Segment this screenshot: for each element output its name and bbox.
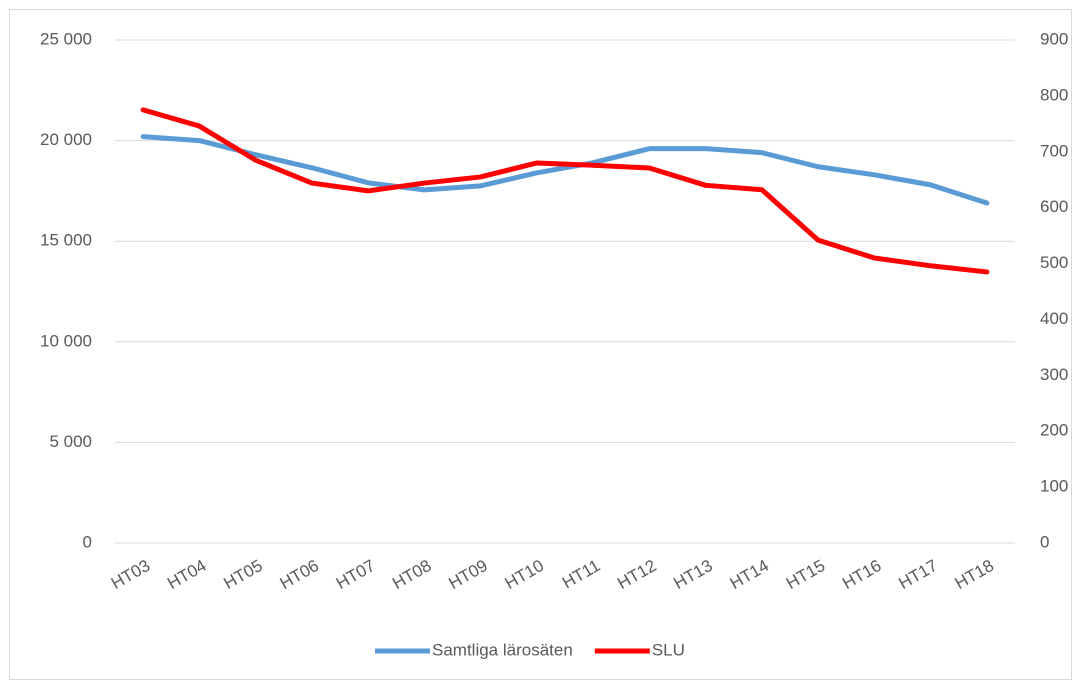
y2-tick-label: 500: [1040, 253, 1068, 272]
y2-tick-label: 700: [1040, 141, 1068, 160]
y-tick-label: 25 000: [40, 29, 92, 48]
y2-tick-label: 100: [1040, 477, 1068, 496]
x-tick-label: HT16: [839, 556, 885, 593]
x-tick-label: HT13: [670, 556, 716, 593]
x-tick-label: HT10: [502, 556, 548, 593]
y2-tick-label: 0: [1040, 532, 1049, 551]
y2-tick-label: 900: [1040, 29, 1068, 48]
x-tick-label: HT08: [389, 556, 435, 593]
y-tick-label: 15 000: [40, 231, 92, 250]
x-tick-label: HT15: [783, 556, 829, 593]
x-tick-label: HT14: [727, 556, 773, 593]
y2-tick-label: 300: [1040, 365, 1068, 384]
y-tick-label: 10 000: [40, 331, 92, 350]
y-tick-label: 0: [83, 532, 92, 551]
y2-tick-label: 400: [1040, 309, 1068, 328]
x-tick-label: HT06: [277, 556, 323, 593]
x-tick-label: HT18: [952, 556, 998, 593]
y-tick-label: 5 000: [49, 432, 92, 451]
line-series: [140, 134, 990, 206]
y-tick-label: 20 000: [40, 130, 92, 149]
x-tick-label: HT09: [445, 556, 491, 593]
y2-tick-label: 600: [1040, 197, 1068, 216]
legend-label: Samtliga lärosäten: [432, 640, 573, 659]
legend-label: SLU: [652, 640, 685, 659]
x-tick-label: HT12: [614, 556, 660, 593]
x-tick-label: HT03: [108, 556, 154, 593]
chart-border: [9, 9, 1072, 680]
x-tick-label: HT05: [220, 556, 266, 593]
x-tick-label: HT17: [895, 556, 941, 593]
y2-tick-label: 800: [1040, 85, 1068, 104]
line-series: [140, 107, 990, 275]
x-tick-label: HT04: [164, 556, 210, 593]
x-tick-label: HT07: [333, 556, 379, 593]
x-tick-label: HT11: [559, 556, 603, 593]
y2-tick-label: 200: [1040, 421, 1068, 440]
